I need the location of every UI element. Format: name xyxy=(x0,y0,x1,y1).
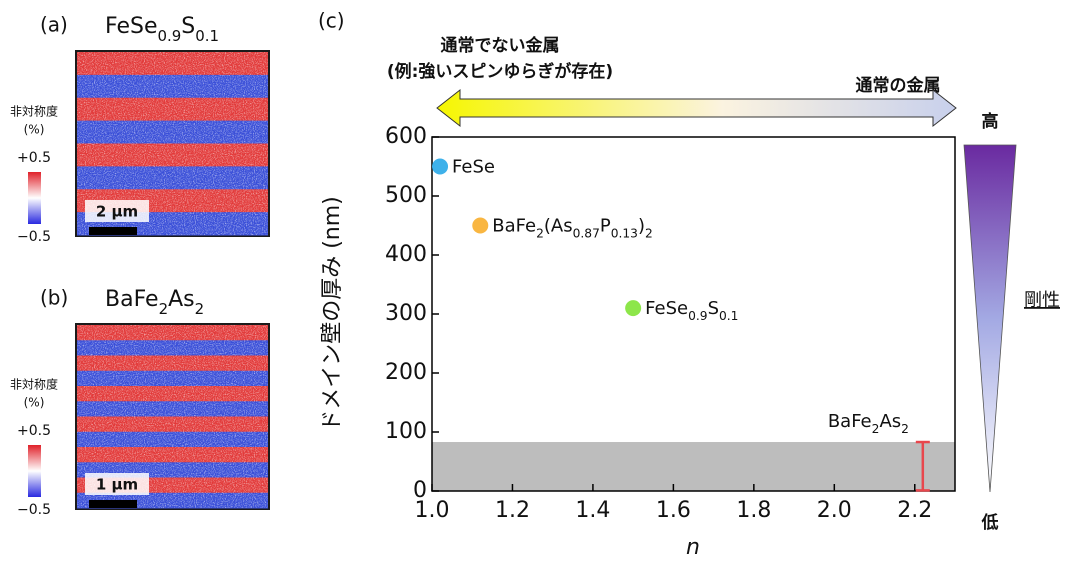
colorbar-title: 非対称度 xyxy=(10,104,58,119)
text-segment: 2 xyxy=(159,300,169,318)
image-panels: (a) FeSe0.9S0.1 2 µm 非対称度 (%) +0.5 −0.5 (b) BaFe… xyxy=(10,13,270,519)
colorbar-max: +0.5 xyxy=(17,150,51,166)
annotation: 高 xyxy=(982,111,999,132)
text-segment: 2 xyxy=(645,226,653,240)
figure: (a)FeSe0.9S0.12 µm非対称度(%)+0.5−0.5(b)BaFe… xyxy=(0,0,1073,562)
point-label: FeSe xyxy=(452,157,495,178)
data-point xyxy=(432,159,448,175)
text-segment: As xyxy=(879,411,901,432)
scale-bar-label: 1 µm xyxy=(96,476,138,494)
colorbar xyxy=(28,445,41,497)
annotation: 通常でない金属 xyxy=(441,35,560,56)
y-axis-label: ドメイン壁の厚み (nm) xyxy=(320,196,345,432)
rigidity-wedge xyxy=(964,145,1016,492)
colorbar-min: −0.5 xyxy=(17,502,51,518)
x-tick-label: 1.8 xyxy=(736,498,771,523)
text-segment: P xyxy=(600,216,611,237)
scale-bar-label: 2 µm xyxy=(96,203,138,221)
text-segment: ) xyxy=(638,216,645,237)
colorbar-unit: (%) xyxy=(24,123,45,137)
text-segment: 2 xyxy=(536,226,544,240)
text-segment: 0.13 xyxy=(611,226,638,240)
x-tick-label: 1.4 xyxy=(575,498,610,523)
colorbar-min: −0.5 xyxy=(17,229,51,245)
point-label: BaFe2As2 xyxy=(828,411,909,436)
text-segment: (As xyxy=(544,216,573,237)
x-tick-label: 1.2 xyxy=(495,498,530,523)
y-tick-label: 200 xyxy=(385,360,427,385)
text-segment: BaFe xyxy=(492,216,536,237)
annotation: 通常の金属 xyxy=(856,75,941,96)
text-segment: As xyxy=(168,287,195,312)
point-label: FeSe0.9S0.1 xyxy=(645,298,738,323)
x-tick-label: 1.0 xyxy=(415,498,450,523)
text-segment: FeSe xyxy=(452,157,495,178)
y-tick-label: 300 xyxy=(385,301,427,326)
text-segment: 0.9 xyxy=(158,27,182,45)
data-point xyxy=(472,218,488,234)
y-tick-label: 500 xyxy=(385,183,427,208)
point-label: BaFe2(As0.87P0.13)2 xyxy=(492,216,653,241)
panel-label: (c) xyxy=(318,9,345,33)
text-segment: FeSe xyxy=(105,14,158,39)
chart: (c) 通常でない金属 (例:強いスピンゆらぎが存在) 通常の金属 高 剛性 低… xyxy=(318,9,1060,561)
y-tick-label: 100 xyxy=(385,419,427,444)
text-segment: 0.87 xyxy=(573,226,600,240)
text-segment: 0.9 xyxy=(688,309,707,323)
y-tick-label: 400 xyxy=(385,242,427,267)
panel-title: FeSe0.9S0.1 xyxy=(105,14,219,45)
text-segment: 0.1 xyxy=(719,309,738,323)
colorbar-title: 非対称度 xyxy=(10,377,58,392)
annotation: 低 xyxy=(981,512,999,533)
x-tick-label: 2.2 xyxy=(897,498,932,523)
colorbar-unit: (%) xyxy=(24,396,45,410)
text-segment: 2 xyxy=(195,300,205,318)
colorbar xyxy=(28,172,41,224)
text-segment: 2 xyxy=(872,422,880,436)
data-point xyxy=(625,300,641,316)
panel-label: (b) xyxy=(40,286,68,310)
shaded-region xyxy=(432,442,955,491)
panel-label: (a) xyxy=(40,13,68,37)
text-segment: S xyxy=(181,14,195,39)
text-segment: BaFe xyxy=(105,287,159,312)
text-segment: 2 xyxy=(901,422,909,436)
y-tick-label: 600 xyxy=(385,124,427,149)
scale-bar xyxy=(89,500,137,508)
scale-bar xyxy=(89,227,137,235)
x-tick-label: 2.0 xyxy=(817,498,852,523)
text-segment: BaFe xyxy=(828,411,872,432)
text-segment: FeSe xyxy=(645,298,688,319)
text-segment: 0.1 xyxy=(195,27,219,45)
panel-title: BaFe2As2 xyxy=(105,287,204,318)
annotation: (例:強いスピンゆらぎが存在) xyxy=(387,61,613,82)
x-axis-label: n xyxy=(686,535,700,560)
annotation: 剛性 xyxy=(1024,290,1060,311)
x-tick-label: 1.6 xyxy=(656,498,691,523)
text-segment: S xyxy=(708,298,719,319)
colorbar-max: +0.5 xyxy=(17,423,51,439)
